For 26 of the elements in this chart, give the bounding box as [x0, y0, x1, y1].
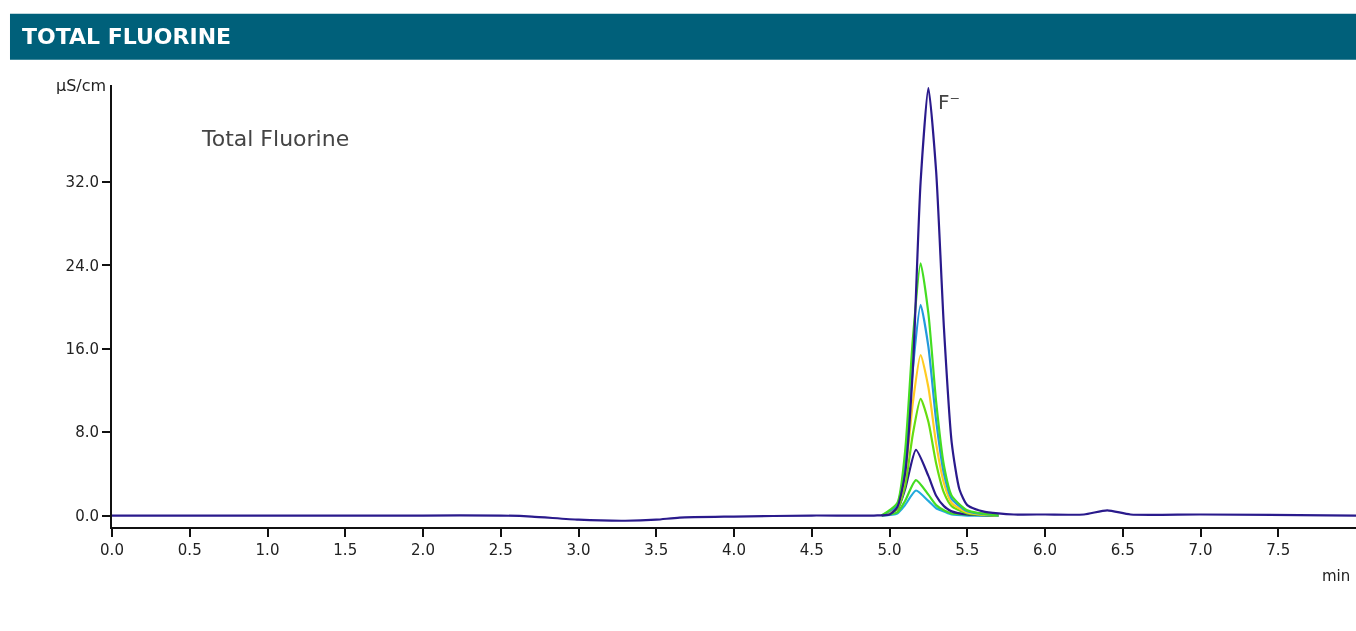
y-axis-title: µS/cm	[56, 76, 107, 95]
y-tick-label: 0.0	[75, 506, 99, 525]
annotation: F⁻	[938, 90, 961, 114]
x-tick-label: 5.5	[955, 541, 980, 559]
x-tick-label: 7.0	[1188, 541, 1213, 559]
x-tick-label: 6.5	[1110, 541, 1135, 559]
x-tick-label: 4.0	[722, 541, 746, 559]
x-tick-label: 0.5	[177, 541, 202, 559]
x-tick-label: 3.0	[566, 541, 591, 559]
x-tick-label: 0.0	[100, 541, 124, 559]
x-tick-label: 1.0	[255, 541, 280, 559]
y-tick-label: 16.0	[65, 339, 99, 358]
x-tick-label: 2.5	[488, 541, 513, 559]
x-tick-label: 1.5	[333, 541, 358, 559]
x-tick-label: 2.0	[411, 541, 435, 559]
annotation: Total Fluorine	[201, 126, 350, 151]
x-tick-label: 4.5	[799, 541, 824, 559]
x-axis-title: min	[1322, 567, 1351, 585]
y-tick-label: 32.0	[65, 173, 99, 192]
y-tick-label: 24.0	[65, 256, 99, 275]
y-tick-label: 8.0	[75, 423, 99, 442]
x-tick-label: 7.5	[1266, 541, 1291, 559]
chart-title: TOTAL FLUORINE	[22, 24, 232, 49]
x-tick-label: 5.0	[877, 541, 902, 559]
x-tick-label: 6.0	[1033, 541, 1057, 559]
x-tick-label: 3.5	[644, 541, 669, 559]
